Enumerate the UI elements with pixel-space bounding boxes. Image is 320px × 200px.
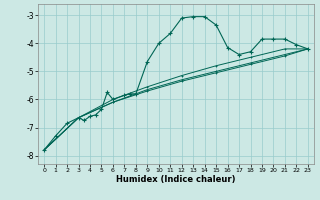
- X-axis label: Humidex (Indice chaleur): Humidex (Indice chaleur): [116, 175, 236, 184]
